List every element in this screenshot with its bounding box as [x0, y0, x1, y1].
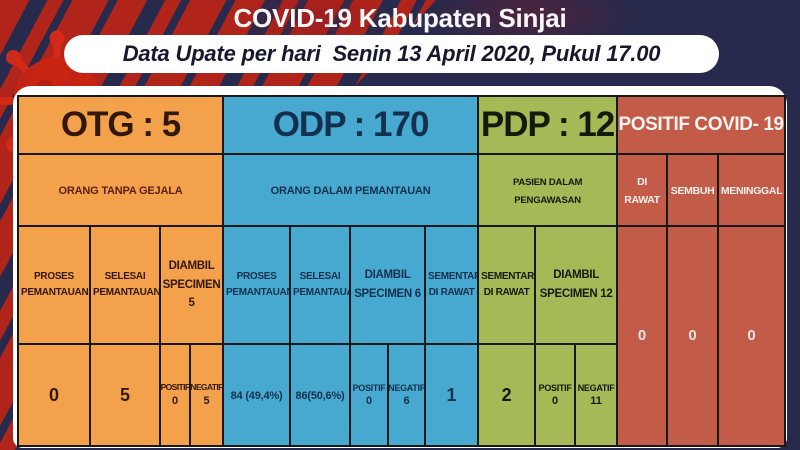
- odp-selesai-value: 86(50,6%): [295, 390, 345, 402]
- otg-negatif-value: 5: [203, 394, 210, 407]
- odp-proses-label-cell: PROSES PEMANTAUAN: [222, 225, 292, 345]
- page-title: COVID-19 Kabupaten Sinjai: [233, 3, 567, 33]
- odp-name-cell: ORANG DALAM PEMANTAUAN: [222, 153, 480, 227]
- otg-selesai-label: SELESAI PEMANTAUAN: [93, 271, 160, 298]
- pdp-header-cell: PDP : 12: [477, 95, 619, 155]
- odp-name-text: ORANG DALAM PEMANTAUAN: [270, 185, 431, 197]
- odp-sementara-label: SEMENTARA DI RAWAT: [428, 271, 476, 298]
- otg-diambil-label: DIAMBIL SPECIMEN 5: [162, 259, 221, 310]
- sembuh-label-cell: SEMBUH: [666, 153, 720, 227]
- pdp-sementara-label: SEMENTARA DI RAWAT: [481, 271, 536, 298]
- otg-name-cell: ORANG TANPA GEJALA: [16, 153, 225, 227]
- positif-header-text: POSITIF COVID- 19: [618, 114, 784, 135]
- pdp-sementara-label-cell: SEMENTARA DI RAWAT: [477, 225, 537, 345]
- meninggal-value-cell: 0: [717, 225, 787, 447]
- otg-name-text: ORANG TANPA GEJALA: [58, 185, 183, 197]
- pdp-diambil-label: DIAMBIL SPECIMEN 12: [539, 269, 613, 300]
- odp-selesai-label-cell: SELESAI PEMANTAUAN: [289, 225, 352, 345]
- pdp-name-text: PASIEN DALAM PENGAWASAN: [512, 177, 583, 206]
- odp-proses-value-cell: 84 (49,4%): [222, 343, 292, 447]
- odp-sementara-label-cell: SEMENTARA DI RAWAT: [424, 225, 480, 345]
- table-panel: OTG : 5 ODP : 170 PDP : 12 POSITIF COVID…: [13, 86, 787, 448]
- odp-diambil-label-cell: DIAMBIL SPECIMEN 6: [349, 225, 427, 345]
- odp-negatif-label: NEGATIF: [388, 382, 425, 393]
- otg-header-text: OTG : 5: [60, 105, 181, 144]
- date-banner: Data Upate per hari Senin 13 April 2020,…: [64, 35, 719, 73]
- otg-proses-label-cell: PROSES PEMANTAUAN: [17, 225, 91, 345]
- otg-negatif-cell: NEGATIF 5: [188, 343, 225, 447]
- otg-proses-label: PROSES PEMANTAUAN: [21, 271, 89, 298]
- odp-positif-label: POSITIF: [352, 382, 386, 393]
- meninggal-label: MENINGGAL: [720, 185, 783, 197]
- odp-selesai-value-cell: 86(50,6%): [289, 343, 352, 447]
- otg-proses-value-cell: 0: [17, 343, 91, 447]
- meninggal-label-cell: MENINGGAL: [717, 153, 787, 227]
- pdp-header-text: PDP : 12: [480, 105, 615, 144]
- otg-proses-value: 0: [48, 384, 59, 405]
- odp-negatif-cell: NEGATIF 6: [387, 343, 427, 447]
- di-rawat-label-cell: DI RAWAT: [616, 153, 669, 227]
- sembuh-value-cell: 0: [666, 225, 720, 447]
- di-rawat-value-cell: 0: [616, 225, 669, 447]
- pdp-positif-cell: POSITIF 0: [534, 343, 577, 447]
- odp-diambil-label: DIAMBIL SPECIMEN 6: [354, 269, 421, 300]
- odp-proses-value: 84 (49,4%): [230, 390, 283, 402]
- pdp-negatif-cell: NEGATIF 11: [574, 343, 619, 447]
- odp-sementara-value: 1: [446, 384, 457, 405]
- odp-header-cell: ODP : 170: [222, 95, 480, 155]
- otg-selesai-value: 5: [119, 384, 130, 405]
- otg-positif-cell: POSITIF 0: [159, 343, 191, 447]
- meninggal-value: 0: [747, 327, 756, 344]
- positif-header-cell: POSITIF COVID- 19: [616, 95, 787, 155]
- covid-data-table: OTG : 5 ODP : 170 PDP : 12 POSITIF COVID…: [16, 95, 787, 447]
- pdp-negatif-label: NEGATIF: [577, 382, 615, 393]
- otg-positif-value: 0: [171, 394, 179, 407]
- pdp-diambil-label-cell: DIAMBIL SPECIMEN 12: [534, 225, 619, 345]
- otg-diambil-label-cell: DIAMBIL SPECIMEN 5: [158, 225, 225, 345]
- pdp-sementara-value: 2: [501, 384, 512, 405]
- pdp-positif-label: POSITIF: [538, 382, 572, 393]
- otg-selesai-label-cell: SELESAI PEMANTAUAN: [89, 225, 161, 345]
- odp-selesai-label: SELESAI PEMANTAUAN: [293, 271, 348, 298]
- otg-negatif-label: NEGATIF: [190, 381, 223, 392]
- sembuh-label: SEMBUH: [670, 185, 715, 197]
- odp-negatif-value: 6: [403, 394, 410, 407]
- otg-header-cell: OTG : 5: [16, 95, 225, 155]
- pdp-sementara-value-cell: 2: [477, 343, 537, 447]
- otg-selesai-value-cell: 5: [89, 343, 161, 447]
- odp-positif-value: 0: [365, 394, 373, 407]
- di-rawat-value: 0: [637, 327, 647, 344]
- odp-positif-cell: POSITIF 0: [349, 343, 390, 447]
- odp-header-text: ODP : 170: [272, 105, 430, 144]
- odp-sementara-value-cell: 1: [424, 343, 480, 447]
- pdp-name-cell: PASIEN DALAM PENGAWASAN: [477, 153, 619, 227]
- sembuh-value: 0: [688, 327, 697, 344]
- di-rawat-label: DI RAWAT: [624, 176, 660, 206]
- pdp-negatif-value: 11: [590, 394, 602, 407]
- otg-positif-label: POSITIF: [160, 381, 190, 392]
- odp-proses-label: PROSES PEMANTAUAN: [226, 271, 291, 298]
- date-text: Data Upate per hari Senin 13 April 2020,…: [122, 41, 661, 66]
- pdp-positif-value: 0: [552, 394, 559, 407]
